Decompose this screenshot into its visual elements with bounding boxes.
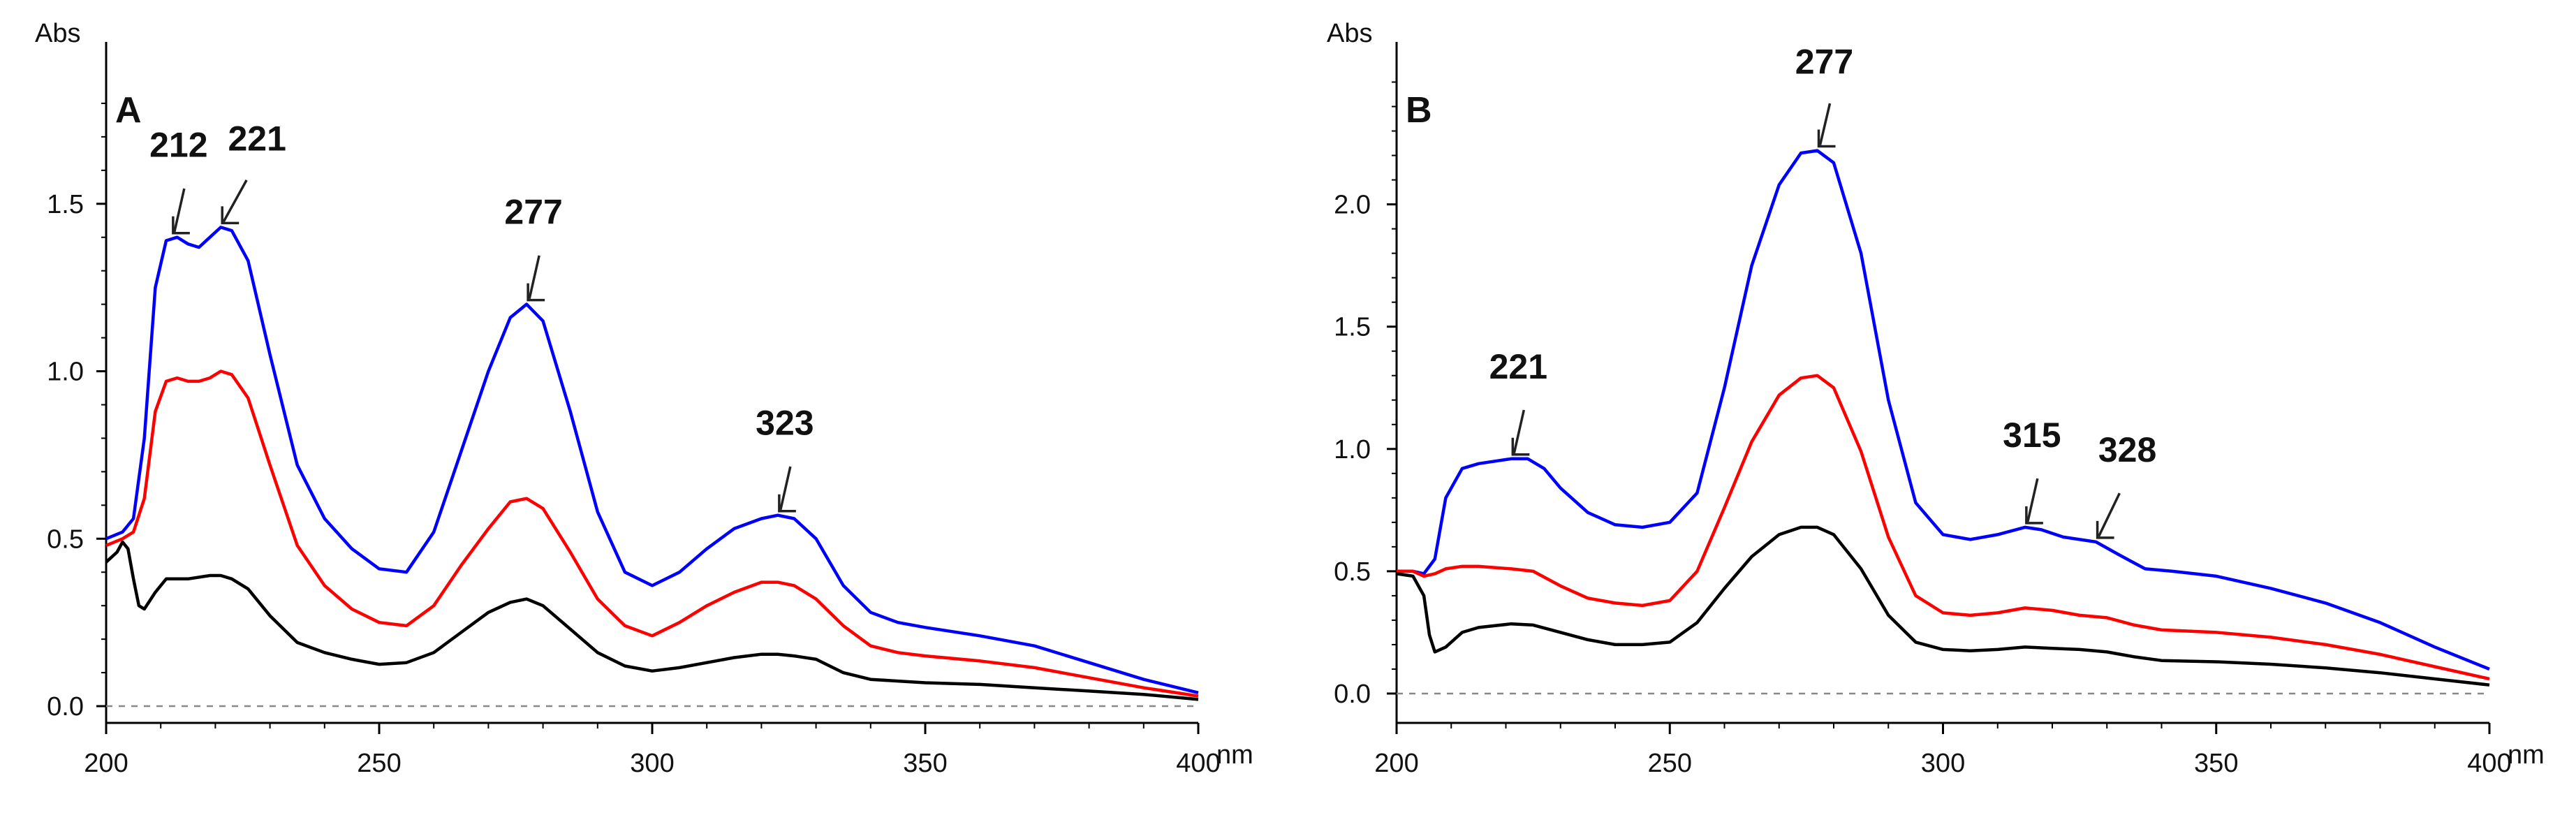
- x-tick-label: 350: [903, 749, 947, 778]
- x-tick-label: 200: [1374, 749, 1418, 778]
- x-tick-label: 400: [2467, 749, 2511, 778]
- y-tick-label: 0.0: [47, 692, 84, 722]
- series-line-blue: [105, 226, 1199, 694]
- y-tick-label: 0.5: [47, 525, 84, 554]
- annotation-arrowhead: [527, 283, 545, 302]
- peak-annotation-label: 328: [2098, 430, 2156, 469]
- panel-b-chart: 0.0 0.5 1.0 1.5 2.0 200 250 300 350 400 Abs nm B 221 2…: [1327, 19, 2545, 778]
- y-tick-label: 2.0: [1334, 191, 1371, 220]
- peak-annotation-label: 277: [1795, 43, 1853, 82]
- x-tick-label: 250: [357, 749, 401, 778]
- peak-annotation-label: 315: [2003, 416, 2061, 455]
- panel-label: A: [115, 90, 142, 131]
- peak-annotation-label: 221: [228, 119, 286, 158]
- y-tick-label: 0.5: [1334, 557, 1371, 587]
- annotation-arrowhead: [2025, 506, 2043, 525]
- y-axis-label: Abs: [35, 19, 80, 48]
- x-tick-label: 200: [84, 749, 128, 778]
- annotation-arrow: [173, 188, 186, 233]
- peak-annotation-label: 221: [1489, 347, 1547, 386]
- peak-annotation-label: 277: [504, 193, 562, 232]
- peak-annotation-label: 212: [149, 126, 207, 165]
- series-line-red: [105, 369, 1199, 698]
- annotation-arrowhead: [2096, 520, 2114, 539]
- y-axis-label: Abs: [1327, 19, 1372, 48]
- annotation-arrow: [222, 180, 248, 223]
- annotation-arrow: [1513, 409, 1526, 454]
- annotation-arrow: [2026, 478, 2039, 522]
- annotation-arrowhead: [1817, 129, 1836, 148]
- annotation-arrowhead: [778, 494, 796, 513]
- x-axis-unit-label: nm: [2508, 740, 2545, 770]
- peak-annotation-label: 323: [756, 404, 814, 443]
- series-line-black: [1396, 525, 2490, 687]
- panel-label: B: [1406, 90, 1432, 131]
- y-tick-label: 1.0: [1334, 435, 1371, 464]
- x-tick-label: 300: [1921, 749, 1965, 778]
- annotation-arrow: [528, 255, 540, 300]
- series-line-red: [1397, 374, 2490, 681]
- annotation-arrow: [1818, 103, 1832, 145]
- x-tick-label: 250: [1648, 749, 1692, 778]
- annotation-arrowhead: [172, 216, 190, 235]
- y-tick-label: 0.0: [1334, 680, 1371, 709]
- y-tick-label: 1.5: [47, 190, 84, 219]
- series-line-black: [105, 540, 1199, 701]
- annotation-arrowhead: [221, 206, 240, 225]
- x-axis-unit-label: nm: [1216, 740, 1253, 770]
- annotation-arrow: [2098, 492, 2121, 537]
- x-tick-label: 300: [630, 749, 674, 778]
- y-tick-label: 1.5: [1334, 313, 1371, 342]
- x-tick-label: 400: [1176, 749, 1220, 778]
- series-line-blue: [1397, 149, 2490, 671]
- y-tick-label: 1.0: [47, 358, 84, 387]
- x-tick-label: 350: [2194, 749, 2238, 778]
- annotation-arrowhead: [1511, 437, 1530, 456]
- annotation-arrow: [779, 466, 792, 511]
